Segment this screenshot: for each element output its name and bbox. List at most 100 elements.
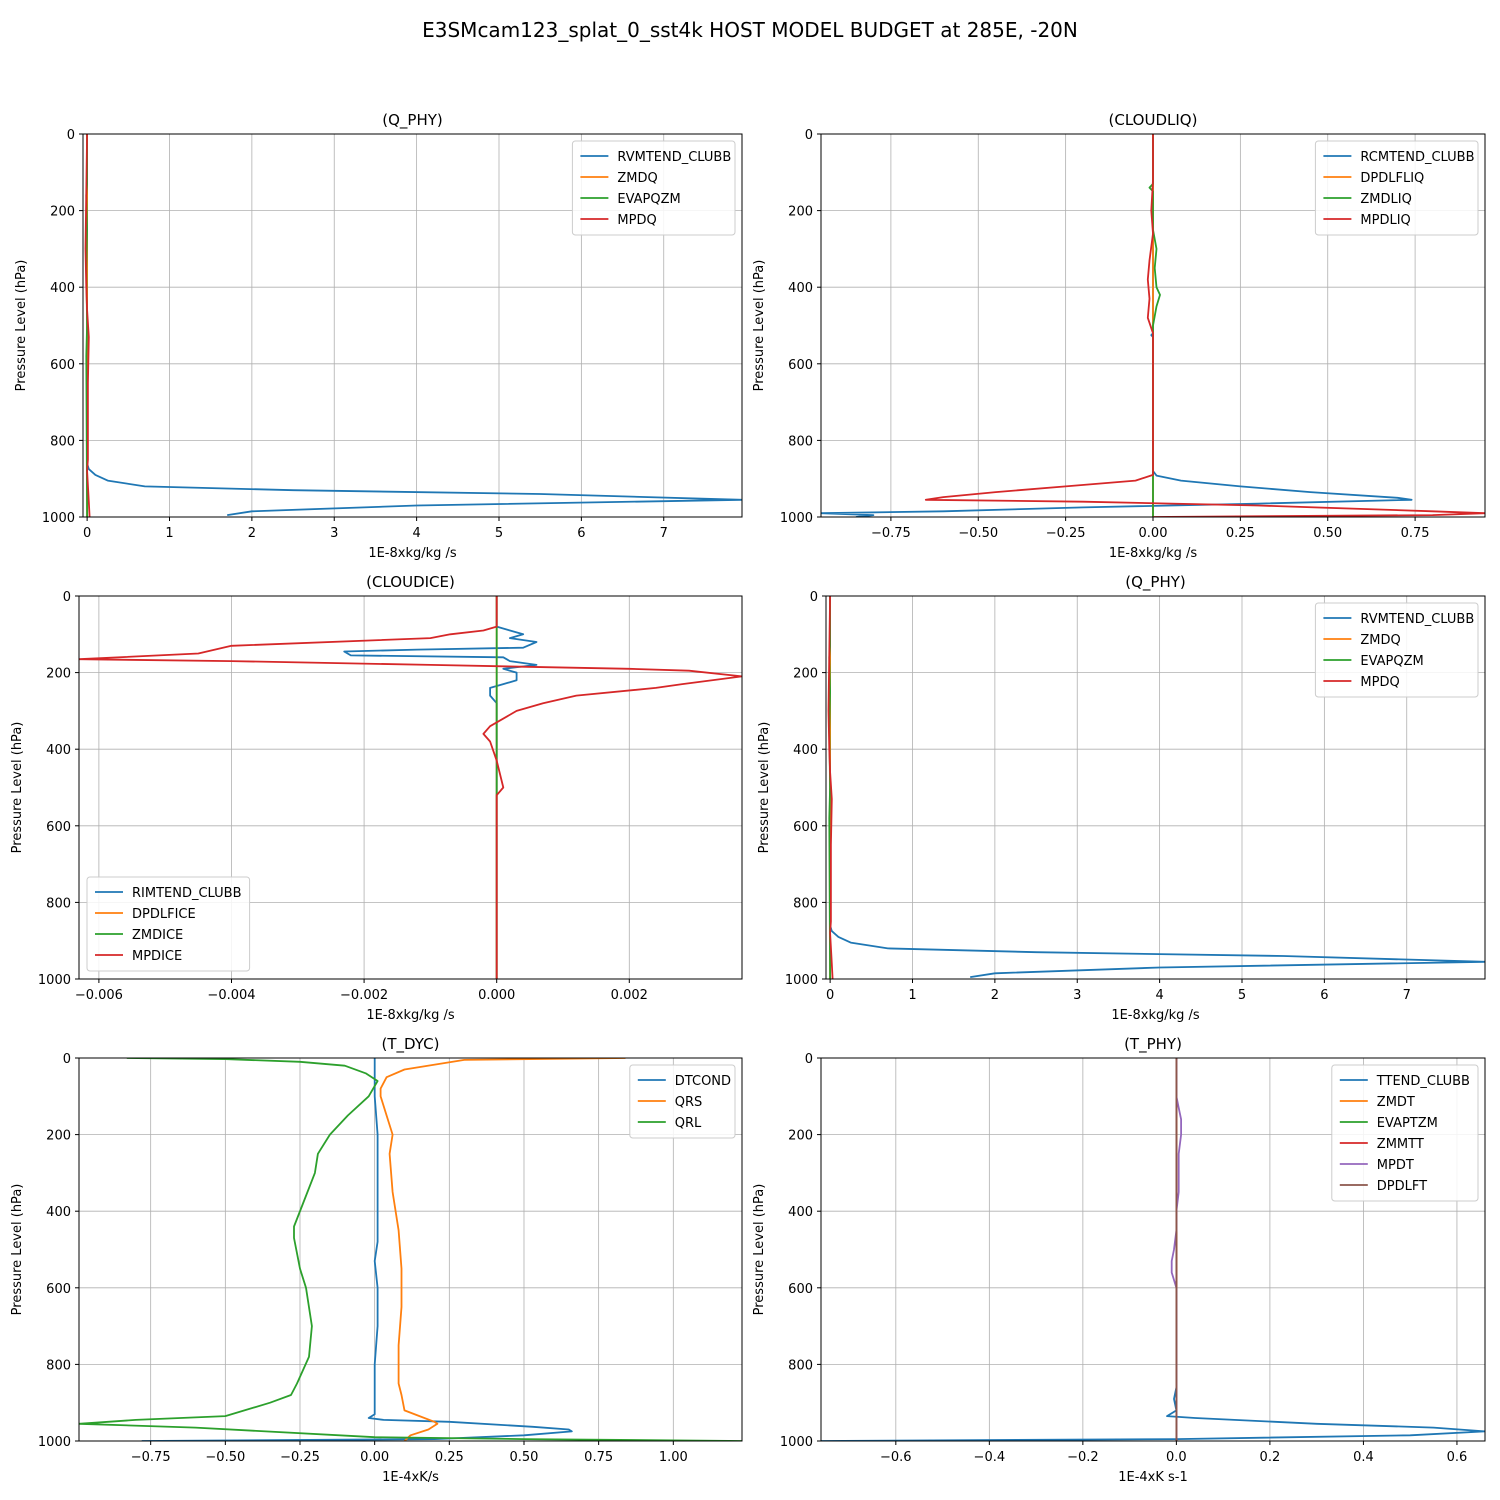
series-line-mpdq: [84, 134, 91, 517]
series-line-qrl: [79, 1058, 742, 1441]
legend-box: [1331, 1064, 1479, 1202]
legend: RIMTEND_CLUBB DPDLFICE ZMDICE MPDICE: [86, 876, 251, 972]
x-tick-label: 0: [83, 526, 91, 541]
x-tick-label: −0.2: [1067, 1450, 1099, 1465]
series-line-mpdq: [827, 596, 834, 979]
x-tick-label: −0.75: [871, 526, 911, 541]
legend-entry: ZMMTT: [1377, 1137, 1424, 1152]
x-axis-label: 1E-4xK/s: [382, 1470, 439, 1485]
y-tick-label: 0: [63, 590, 71, 605]
y-tick-label: 400: [46, 743, 71, 758]
y-tick-label: 800: [788, 434, 813, 449]
y-tick-label: 600: [50, 358, 75, 373]
x-tick-label: −0.006: [75, 988, 123, 1003]
x-tick-label: 4: [1155, 988, 1163, 1003]
series-line-ttend-clubb: [821, 1058, 1485, 1441]
y-tick-label: 0: [67, 128, 75, 143]
y-tick-label: 600: [793, 820, 818, 835]
x-tick-label: −0.6: [880, 1450, 912, 1465]
x-tick-label: −0.25: [280, 1450, 320, 1465]
y-tick-label: 600: [788, 1282, 813, 1297]
legend-box: [1314, 602, 1479, 698]
x-tick-label: −0.25: [1046, 526, 1086, 541]
chart-title: (T_DYC): [382, 1035, 440, 1054]
chart-panel-2: −0.75 −0.50 −0.25 0.00 0.25 0.50 0.75 0 200 400 60…: [752, 111, 1486, 561]
x-tick-label: 0.50: [1313, 526, 1342, 541]
series-group: [79, 1058, 742, 1441]
y-tick-label: 0: [805, 1052, 813, 1067]
x-tick-label: 0.002: [611, 988, 648, 1003]
y-tick-label: 400: [793, 743, 818, 758]
figure-title: E3SMcam123_splat_0_sst4k HOST MODEL BUDG…: [422, 18, 1078, 42]
legend-entry: DPDLFLIQ: [1360, 171, 1424, 186]
x-tick-label: 0.00: [1139, 526, 1168, 541]
legend-entry: ZMDLIQ: [1360, 192, 1411, 207]
x-axis-label: 1E-8xkg/kg /s: [368, 546, 457, 561]
x-tick-label: 0.0: [1166, 1450, 1187, 1465]
y-tick-label: 1000: [38, 1435, 71, 1450]
series-line-zmdliq: [1148, 134, 1161, 517]
series-group: [79, 596, 742, 979]
y-tick-label: 600: [46, 820, 71, 835]
series-group: [821, 134, 1485, 517]
x-tick-label: 0.25: [435, 1450, 464, 1465]
y-tick-label: 1000: [42, 511, 75, 526]
legend-entry: RCMTEND_CLUBB: [1360, 150, 1474, 165]
legend-entry: EVAPTZM: [1377, 1116, 1438, 1131]
series-group: [821, 1058, 1485, 1441]
x-axis-label: 1E-8xkg/kg /s: [1109, 546, 1198, 561]
legend-entry: ZMDQ: [617, 171, 657, 186]
legend-entry: ZMDICE: [132, 928, 183, 943]
series-group: [84, 134, 742, 517]
x-tick-label: 3: [1073, 988, 1081, 1003]
x-tick-label: 0.2: [1260, 1450, 1281, 1465]
y-tick-label: 400: [788, 1205, 813, 1220]
x-tick-label: 3: [330, 526, 338, 541]
legend: TTEND_CLUBB ZMDT EVAPTZM ZMMTT MPDT DPDLFT: [1331, 1064, 1479, 1202]
x-tick-label: 0.50: [510, 1450, 539, 1465]
x-tick-label: −0.50: [958, 526, 998, 541]
axes-frame: [78, 1057, 743, 1442]
legend-entry: ZMDT: [1377, 1095, 1415, 1110]
chart-panel-5: −0.75 −0.50 −0.25 0.00 0.25 0.50 0.75 1.00 0 200 4…: [10, 1035, 743, 1485]
y-tick-label: 1000: [780, 1435, 813, 1450]
y-axis-label: Pressure Level (hPa): [757, 722, 772, 854]
y-tick-label: 0: [805, 128, 813, 143]
series-line-qrs: [379, 1058, 626, 1441]
axes-frame: [82, 133, 743, 518]
x-tick-label: −0.002: [340, 988, 388, 1003]
y-tick-label: 800: [50, 434, 75, 449]
y-tick-label: 400: [788, 281, 813, 296]
x-axis-label: 1E-8xkg/kg /s: [366, 1008, 455, 1023]
legend-entry: RVMTEND_CLUBB: [1360, 612, 1474, 627]
x-tick-label: 1.00: [659, 1450, 688, 1465]
x-tick-label: 5: [495, 526, 503, 541]
y-tick-label: 800: [46, 896, 71, 911]
legend-box: [571, 140, 736, 236]
y-axis-label: Pressure Level (hPa): [10, 1184, 25, 1316]
y-tick-label: 200: [788, 1129, 813, 1144]
legend-box: [1314, 140, 1479, 236]
legend-entry: QRL: [675, 1116, 702, 1131]
y-axis-label: Pressure Level (hPa): [10, 722, 25, 854]
legend: RVMTEND_CLUBB ZMDQ EVAPQZM MPDQ: [1314, 602, 1479, 698]
x-tick-label: 0.00: [360, 1450, 389, 1465]
axes-frame: [825, 595, 1486, 980]
y-tick-label: 200: [793, 667, 818, 682]
legend-box: [629, 1064, 736, 1139]
x-tick-label: 7: [660, 526, 668, 541]
series-line-mpdt: [1170, 1058, 1182, 1441]
chart-title: (CLOUDICE): [366, 573, 455, 591]
y-tick-label: 1000: [38, 973, 71, 988]
x-tick-label: 0.4: [1353, 1450, 1374, 1465]
x-axis-label: 1E-4xK s-1: [1118, 1470, 1188, 1485]
x-tick-label: −0.004: [207, 988, 255, 1003]
x-tick-label: −0.50: [205, 1450, 245, 1465]
legend-entry: TTEND_CLUBB: [1376, 1074, 1470, 1089]
y-tick-label: 200: [50, 205, 75, 220]
y-tick-label: 200: [46, 667, 71, 682]
x-tick-label: 0.000: [478, 988, 515, 1003]
x-tick-label: −0.4: [974, 1450, 1006, 1465]
chart-title: (Q_PHY): [382, 111, 443, 130]
